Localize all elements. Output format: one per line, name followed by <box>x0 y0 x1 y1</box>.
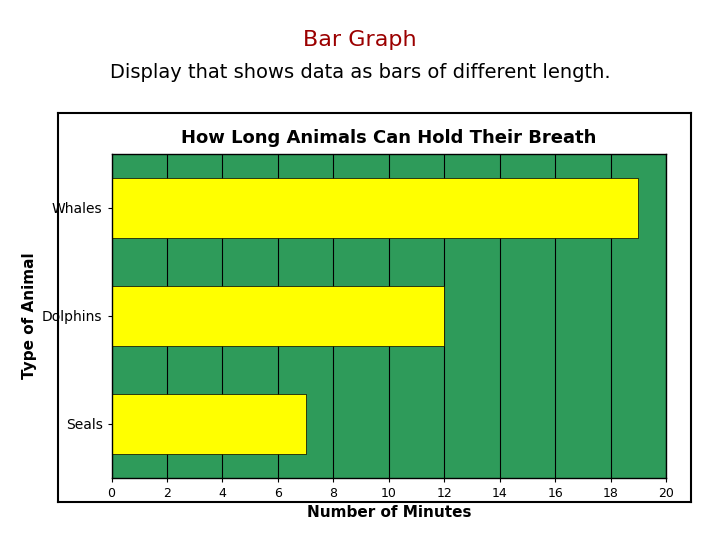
X-axis label: Number of Minutes: Number of Minutes <box>307 505 471 521</box>
Bar <box>112 394 305 454</box>
Title: How Long Animals Can Hold Their Breath: How Long Animals Can Hold Their Breath <box>181 129 596 147</box>
Y-axis label: Type of Animal: Type of Animal <box>22 253 37 379</box>
Text: Bar Graph: Bar Graph <box>303 30 417 51</box>
Text: Display that shows data as bars of different length.: Display that shows data as bars of diffe… <box>109 63 611 83</box>
Bar <box>112 178 638 238</box>
Bar <box>112 286 444 346</box>
